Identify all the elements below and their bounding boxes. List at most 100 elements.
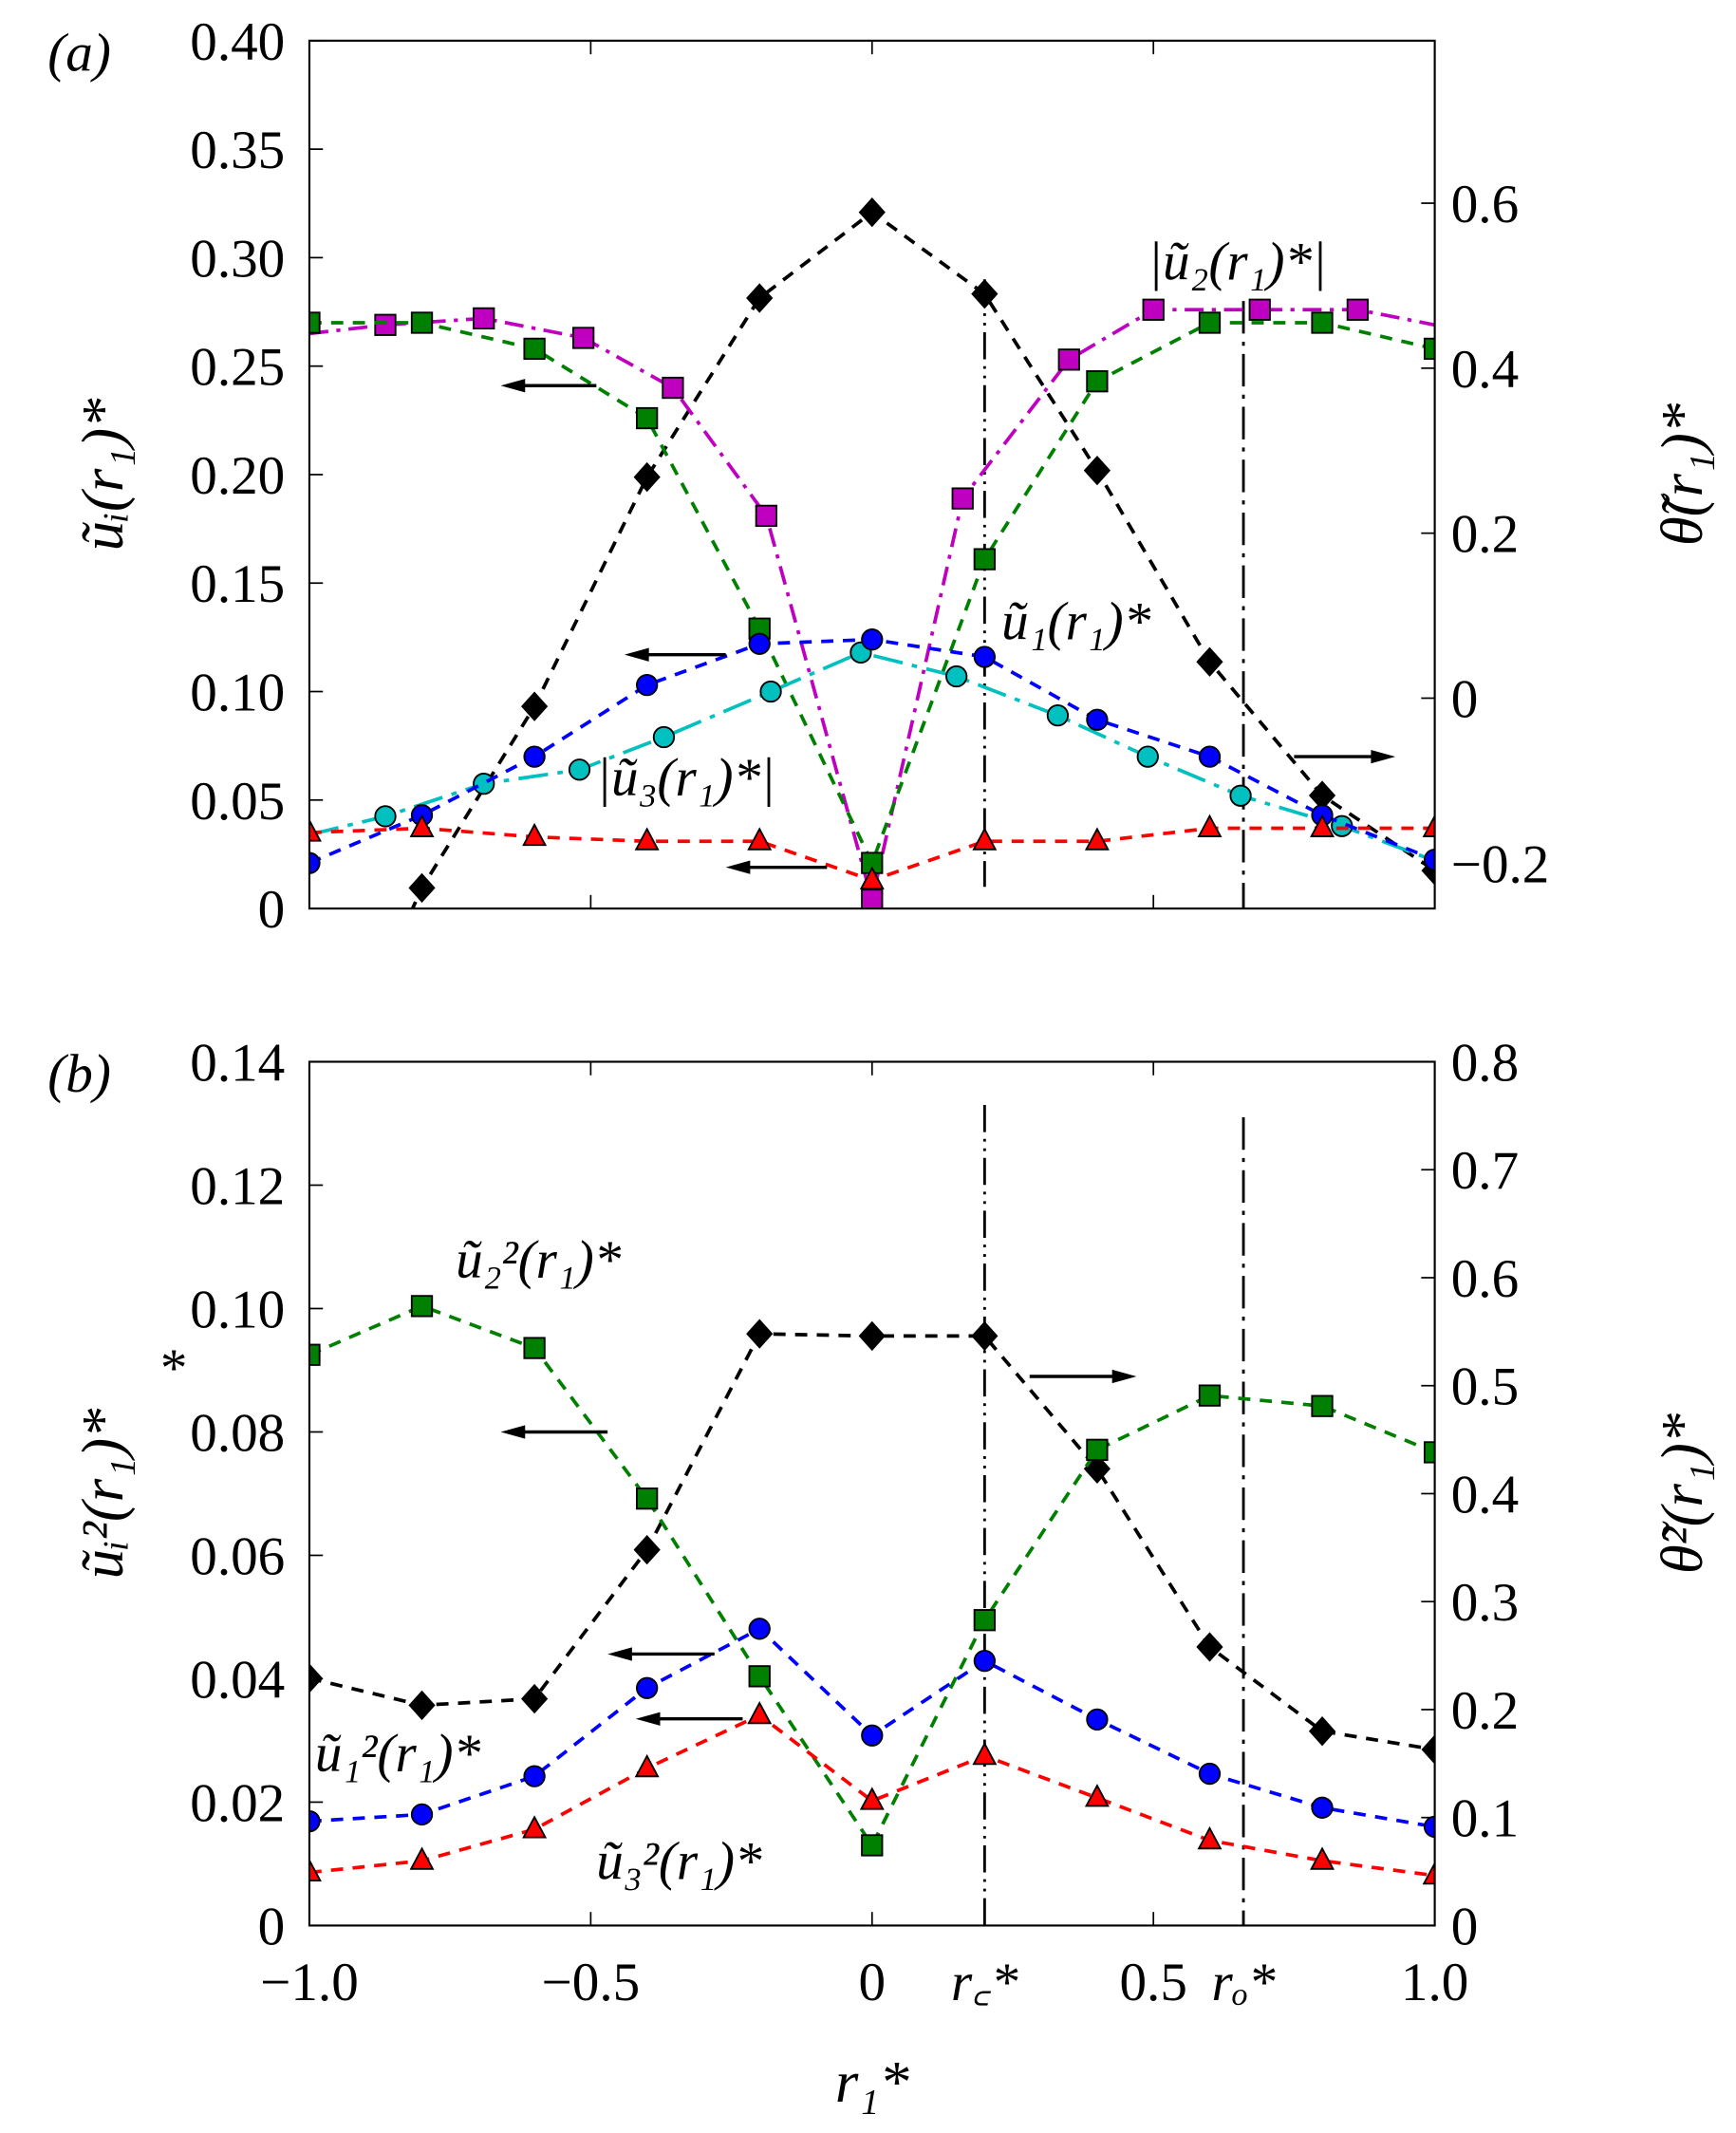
square-marker [748,1665,771,1688]
circle-marker [473,773,495,795]
circle-marker [861,1724,884,1747]
circle-marker [636,1676,659,1699]
square-marker [1086,1438,1109,1461]
circle-marker [1423,849,1435,871]
circle-marker [748,1618,771,1640]
series-group [308,1295,1435,1885]
y-left-tick-label: 0.30 [190,229,285,289]
circle-marker [973,1649,996,1673]
series-line-0 [308,1332,1435,1751]
circle-marker [1311,1796,1334,1819]
circle-marker [1198,1762,1222,1786]
square-marker [308,1343,321,1366]
plot-frame [308,39,1436,910]
circle-marker [308,851,321,874]
x-tick-label: rₒ* [1211,1953,1276,2012]
circle-marker [748,632,771,655]
y-left-tick-label: 0.04 [190,1650,285,1710]
circle-marker [861,628,884,651]
arrow-head [725,860,751,874]
panel-b: 0 0.02 0.04 0.06 0.08 0.10 0.12 0.14 0 0.1 0.2 0.3 0… [47,1033,1715,2115]
square-marker [473,307,495,330]
square-marker [636,1487,659,1510]
diamond-marker [746,283,774,313]
triangle-marker [859,866,885,889]
x-tick-label: 0 [859,1953,887,2012]
circle-marker [1423,1815,1435,1839]
x-tick-label: r꜀* [951,1953,1018,2012]
diamond-marker [1421,1734,1435,1765]
circle-marker [1046,704,1070,727]
y-left-tick-label: 0.02 [190,1773,285,1833]
diamond-marker [1083,455,1111,486]
y-left-tick-label: 0.12 [190,1156,285,1216]
series-group [308,196,1435,909]
triangle-marker [308,1858,322,1882]
triangle-marker [747,1700,773,1725]
circle-marker [973,646,996,668]
y-left-tick-label: 0.20 [190,446,285,506]
diamond-marker [858,1320,886,1352]
y-right-tick-label: 0.2 [1451,1681,1519,1741]
square-marker [1198,1384,1222,1407]
x-tick-label: 1.0 [1401,1953,1468,2012]
triangle-marker [1422,1861,1435,1885]
triangle-marker [1197,814,1223,838]
y-right-tick-label: 0.4 [1451,1465,1519,1525]
series-annotation: ũ₂²(r₁)* [456,1230,622,1290]
y-left-tick-label: 0.35 [190,121,285,180]
series-annotation: ũ₁(r₁)* [1001,592,1151,652]
series-annotation: |ũ₃(r₁)*| [596,748,775,808]
arrow-head [500,379,526,393]
triangle-marker [522,822,548,847]
triangle-marker [1197,1825,1223,1850]
triangle-marker [308,818,322,842]
x-tick-label: −1.0 [260,1953,359,2012]
series-annotation: |ũ₂(r₁)*| [1148,232,1327,291]
triangle-marker [972,827,998,851]
x-axis-label: r₁* [835,2049,909,2115]
y-left-axis-label: ũᵢ²(r₁)* [69,1408,136,1579]
y-right-tick-label: 0 [1451,1897,1479,1956]
square-marker [1248,298,1271,321]
square-marker [973,1609,996,1632]
series-line-0 [410,210,1435,909]
series-line-1 [308,1303,1435,1849]
triangle-marker [747,827,773,851]
y-right-tick-label: 0.2 [1451,505,1519,565]
diamond-marker [408,1690,436,1721]
arrow-head [635,1712,661,1726]
panel-label: (a) [47,23,111,83]
y-left-tick-label: 0 [258,1897,286,1956]
series-line-3 [308,650,1435,863]
circle-marker [945,664,968,688]
x-tick-label: 0.5 [1119,1953,1186,2012]
square-marker [662,376,684,400]
triangle-marker [1084,827,1110,851]
triangle-marker [859,1787,885,1810]
square-marker [523,337,546,361]
diamond-marker [971,1320,999,1352]
circle-marker [523,1765,546,1787]
diamond-marker [1196,1632,1223,1662]
triangle-marker [634,1753,660,1778]
diamond-marker [520,1683,549,1714]
circle-marker [1229,784,1252,807]
y-left-tick-label: 0 [258,880,286,940]
square-marker [308,311,321,334]
circle-marker [1086,1708,1109,1731]
square-marker [1311,1394,1334,1417]
circle-marker [636,674,659,697]
y-right-tick-label: 0.7 [1451,1141,1519,1201]
triangle-marker [1310,814,1335,838]
square-marker [861,889,884,909]
diamond-marker [1308,1716,1336,1747]
triangle-marker [972,1741,998,1766]
triangle-marker [1084,1784,1110,1807]
square-marker [951,487,974,510]
circle-marker [652,725,676,749]
y-right-tick-label: 0.4 [1451,340,1519,400]
stray-asterisk: * [160,1338,188,1398]
square-marker [755,504,777,528]
